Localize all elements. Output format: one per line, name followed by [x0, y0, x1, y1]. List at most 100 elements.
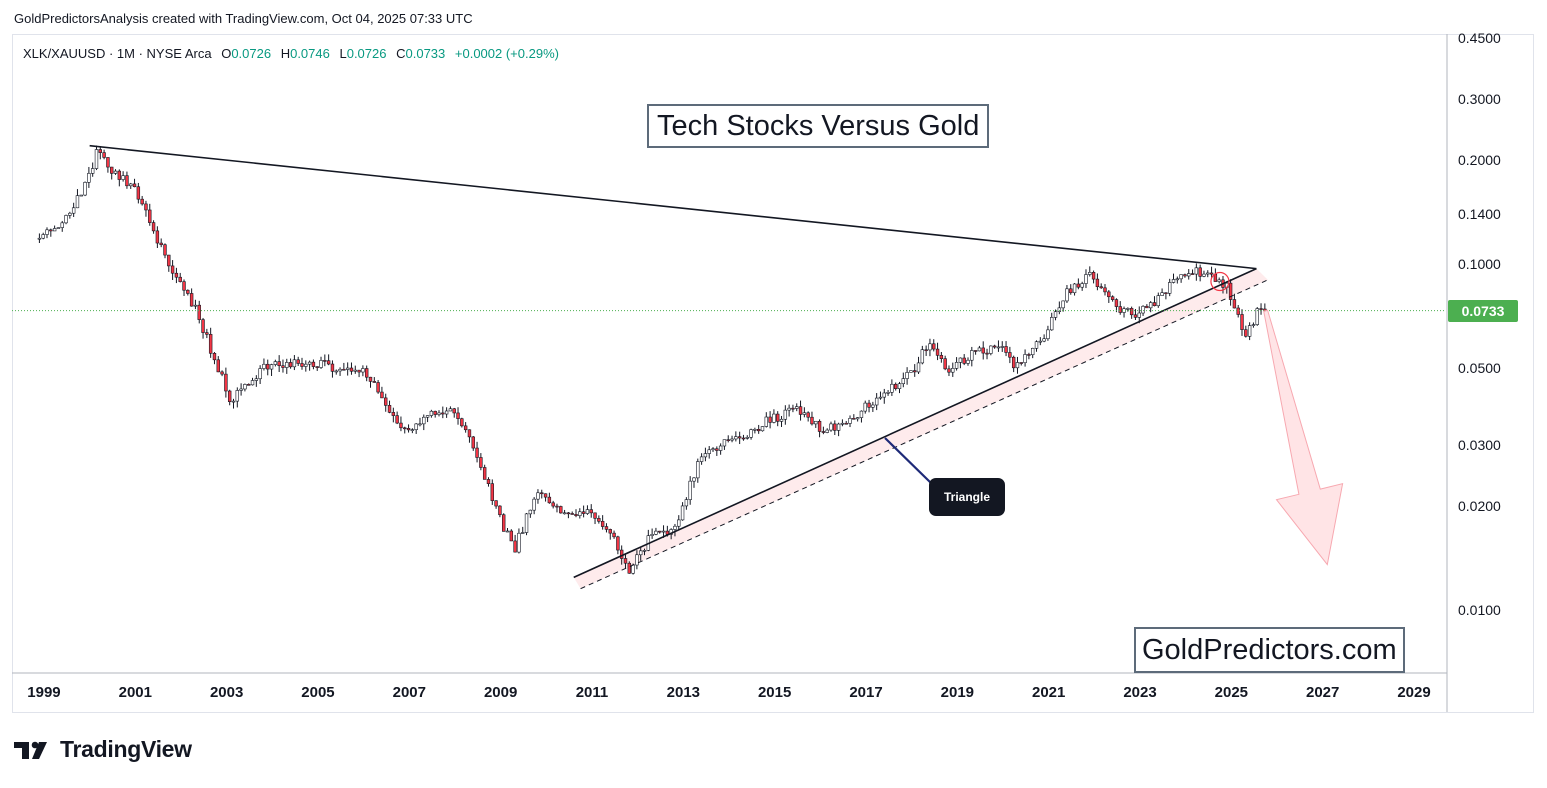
- candle-body: [616, 536, 620, 551]
- trendlines: [89, 144, 1269, 590]
- time-axis-tick-label: 2025: [1214, 684, 1249, 701]
- candle-body: [113, 170, 118, 174]
- candle-body: [334, 370, 338, 373]
- candle-body: [623, 558, 628, 564]
- candle-body: [521, 532, 525, 534]
- candle-body: [182, 281, 186, 291]
- candle: [920, 345, 925, 365]
- candle: [654, 527, 658, 536]
- candle-body: [1141, 305, 1145, 314]
- time-axis-tick-label: 2009: [483, 684, 518, 701]
- candle: [1065, 285, 1069, 303]
- candle: [616, 535, 620, 555]
- candle: [1000, 341, 1004, 352]
- candle: [311, 359, 316, 370]
- candle: [300, 357, 304, 370]
- candle: [863, 400, 867, 414]
- candle: [1107, 290, 1111, 303]
- trend-band-fill: [573, 268, 1268, 589]
- candle: [349, 362, 354, 375]
- candle: [954, 357, 959, 371]
- candle: [83, 181, 87, 197]
- candle: [334, 369, 338, 375]
- candle: [292, 355, 297, 371]
- candle-body: [924, 349, 928, 352]
- candle: [1103, 284, 1107, 296]
- candle: [817, 419, 822, 438]
- candle-body: [696, 461, 700, 479]
- time-axis-tick-label: 2029: [1397, 684, 1431, 701]
- candle-body: [463, 425, 468, 431]
- candle-body: [787, 407, 791, 411]
- time-axis-tick-label: 2015: [757, 684, 792, 701]
- candle: [258, 365, 262, 385]
- brand-watermark[interactable]: GoldPredictors.com: [1134, 627, 1405, 673]
- candle: [916, 356, 921, 375]
- candle-body: [1137, 312, 1141, 318]
- candle-body: [106, 157, 110, 168]
- candle: [1053, 309, 1058, 321]
- candle: [1122, 306, 1126, 318]
- candle: [49, 228, 53, 237]
- candle: [167, 254, 171, 272]
- candle-body: [1198, 267, 1202, 277]
- candle: [1114, 298, 1119, 313]
- candle: [1240, 309, 1244, 336]
- candle-body: [513, 540, 517, 553]
- candle-body: [285, 362, 289, 368]
- candle-body: [129, 183, 133, 187]
- candle-body: [71, 207, 76, 214]
- candle: [140, 195, 144, 206]
- candle: [1244, 325, 1248, 338]
- candle-body: [277, 361, 281, 366]
- candle-body: [1156, 295, 1160, 307]
- candle: [680, 502, 685, 521]
- candle: [768, 411, 772, 429]
- candle-body: [418, 423, 422, 426]
- candle-body: [734, 436, 738, 440]
- candle-body: [227, 390, 232, 403]
- candle: [387, 400, 392, 414]
- candle-body: [231, 400, 236, 403]
- chart-title-annotation[interactable]: Tech Stocks Versus Gold: [647, 104, 990, 148]
- candle: [897, 381, 902, 394]
- candle-body: [1175, 278, 1180, 281]
- candle-body: [1015, 362, 1020, 369]
- candle-body: [642, 550, 647, 552]
- candle-body: [570, 513, 574, 515]
- candle: [562, 509, 567, 515]
- candle: [639, 546, 643, 561]
- candle: [433, 410, 437, 418]
- candle: [132, 178, 137, 188]
- candle-body: [148, 209, 152, 223]
- candle: [1202, 270, 1206, 278]
- candle: [901, 372, 906, 388]
- candle-body: [795, 406, 799, 409]
- candle-body: [384, 397, 388, 406]
- price-axis-tick-label: 0.0200: [1458, 497, 1501, 514]
- triangle-callout[interactable]: Triangle: [929, 478, 1005, 516]
- last-price-tag: 0.0733: [1448, 299, 1518, 322]
- candle: [170, 260, 175, 280]
- candle-body: [1168, 282, 1172, 294]
- candle-body: [292, 359, 297, 368]
- candle-body: [973, 350, 978, 352]
- candle: [505, 527, 510, 533]
- legend-high-label: H: [280, 46, 291, 61]
- candle: [509, 529, 514, 542]
- candle: [536, 489, 540, 504]
- price-axis-tick-label: 0.0500: [1458, 360, 1501, 377]
- candle: [94, 145, 99, 171]
- candle-body: [235, 390, 239, 402]
- tradingview-logo[interactable]: TradingView: [14, 736, 192, 763]
- candle-body: [1179, 274, 1183, 280]
- candle-body: [966, 359, 970, 364]
- candle-body: [151, 222, 156, 232]
- candle-body: [791, 407, 795, 410]
- candle-body: [1008, 352, 1012, 358]
- candle-body: [452, 408, 456, 414]
- candle: [231, 398, 236, 409]
- candle-body: [661, 530, 666, 533]
- candle-body: [45, 229, 49, 235]
